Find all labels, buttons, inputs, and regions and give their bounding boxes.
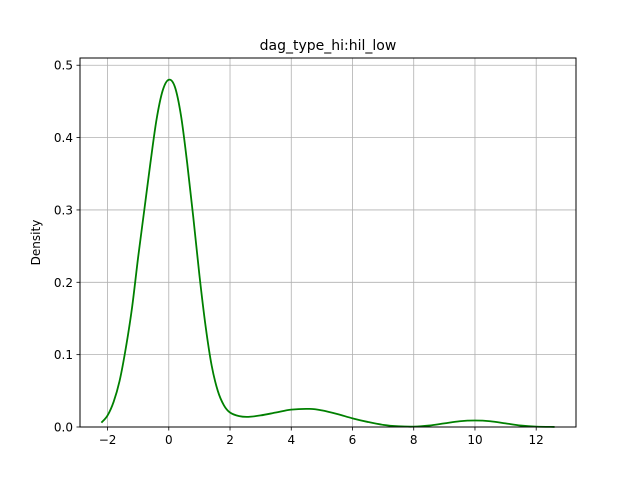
x-tick-label: −2: [99, 433, 117, 447]
x-tick-label: 8: [410, 433, 418, 447]
y-tick-label: 0.2: [54, 276, 73, 290]
x-tick-label: 2: [226, 433, 234, 447]
x-tick-label: 12: [529, 433, 544, 447]
y-axis-ticks: 0.0 0.1 0.2 0.3 0.4 0.5: [54, 59, 80, 435]
y-tick-label: 0.1: [54, 348, 73, 362]
x-tick-label: 4: [287, 433, 295, 447]
y-tick-label: 0.0: [54, 421, 73, 435]
x-tick-label: 10: [467, 433, 482, 447]
y-tick-label: 0.3: [54, 203, 73, 217]
plot-frame: [79, 57, 577, 428]
y-tick-label: 0.4: [54, 131, 73, 145]
chart-title: dag_type_hi:hil_low: [260, 38, 397, 54]
y-tick-label: 0.5: [54, 59, 73, 73]
x-tick-label: 6: [349, 433, 357, 447]
y-axis-label: Density: [29, 220, 43, 266]
x-tick-label: 0: [165, 433, 173, 447]
plot-area: [80, 58, 576, 427]
x-axis-ticks: −2 0 2 4 6 8 10 12: [99, 427, 544, 447]
density-line: [100, 78, 555, 428]
series-group: [100, 78, 555, 428]
